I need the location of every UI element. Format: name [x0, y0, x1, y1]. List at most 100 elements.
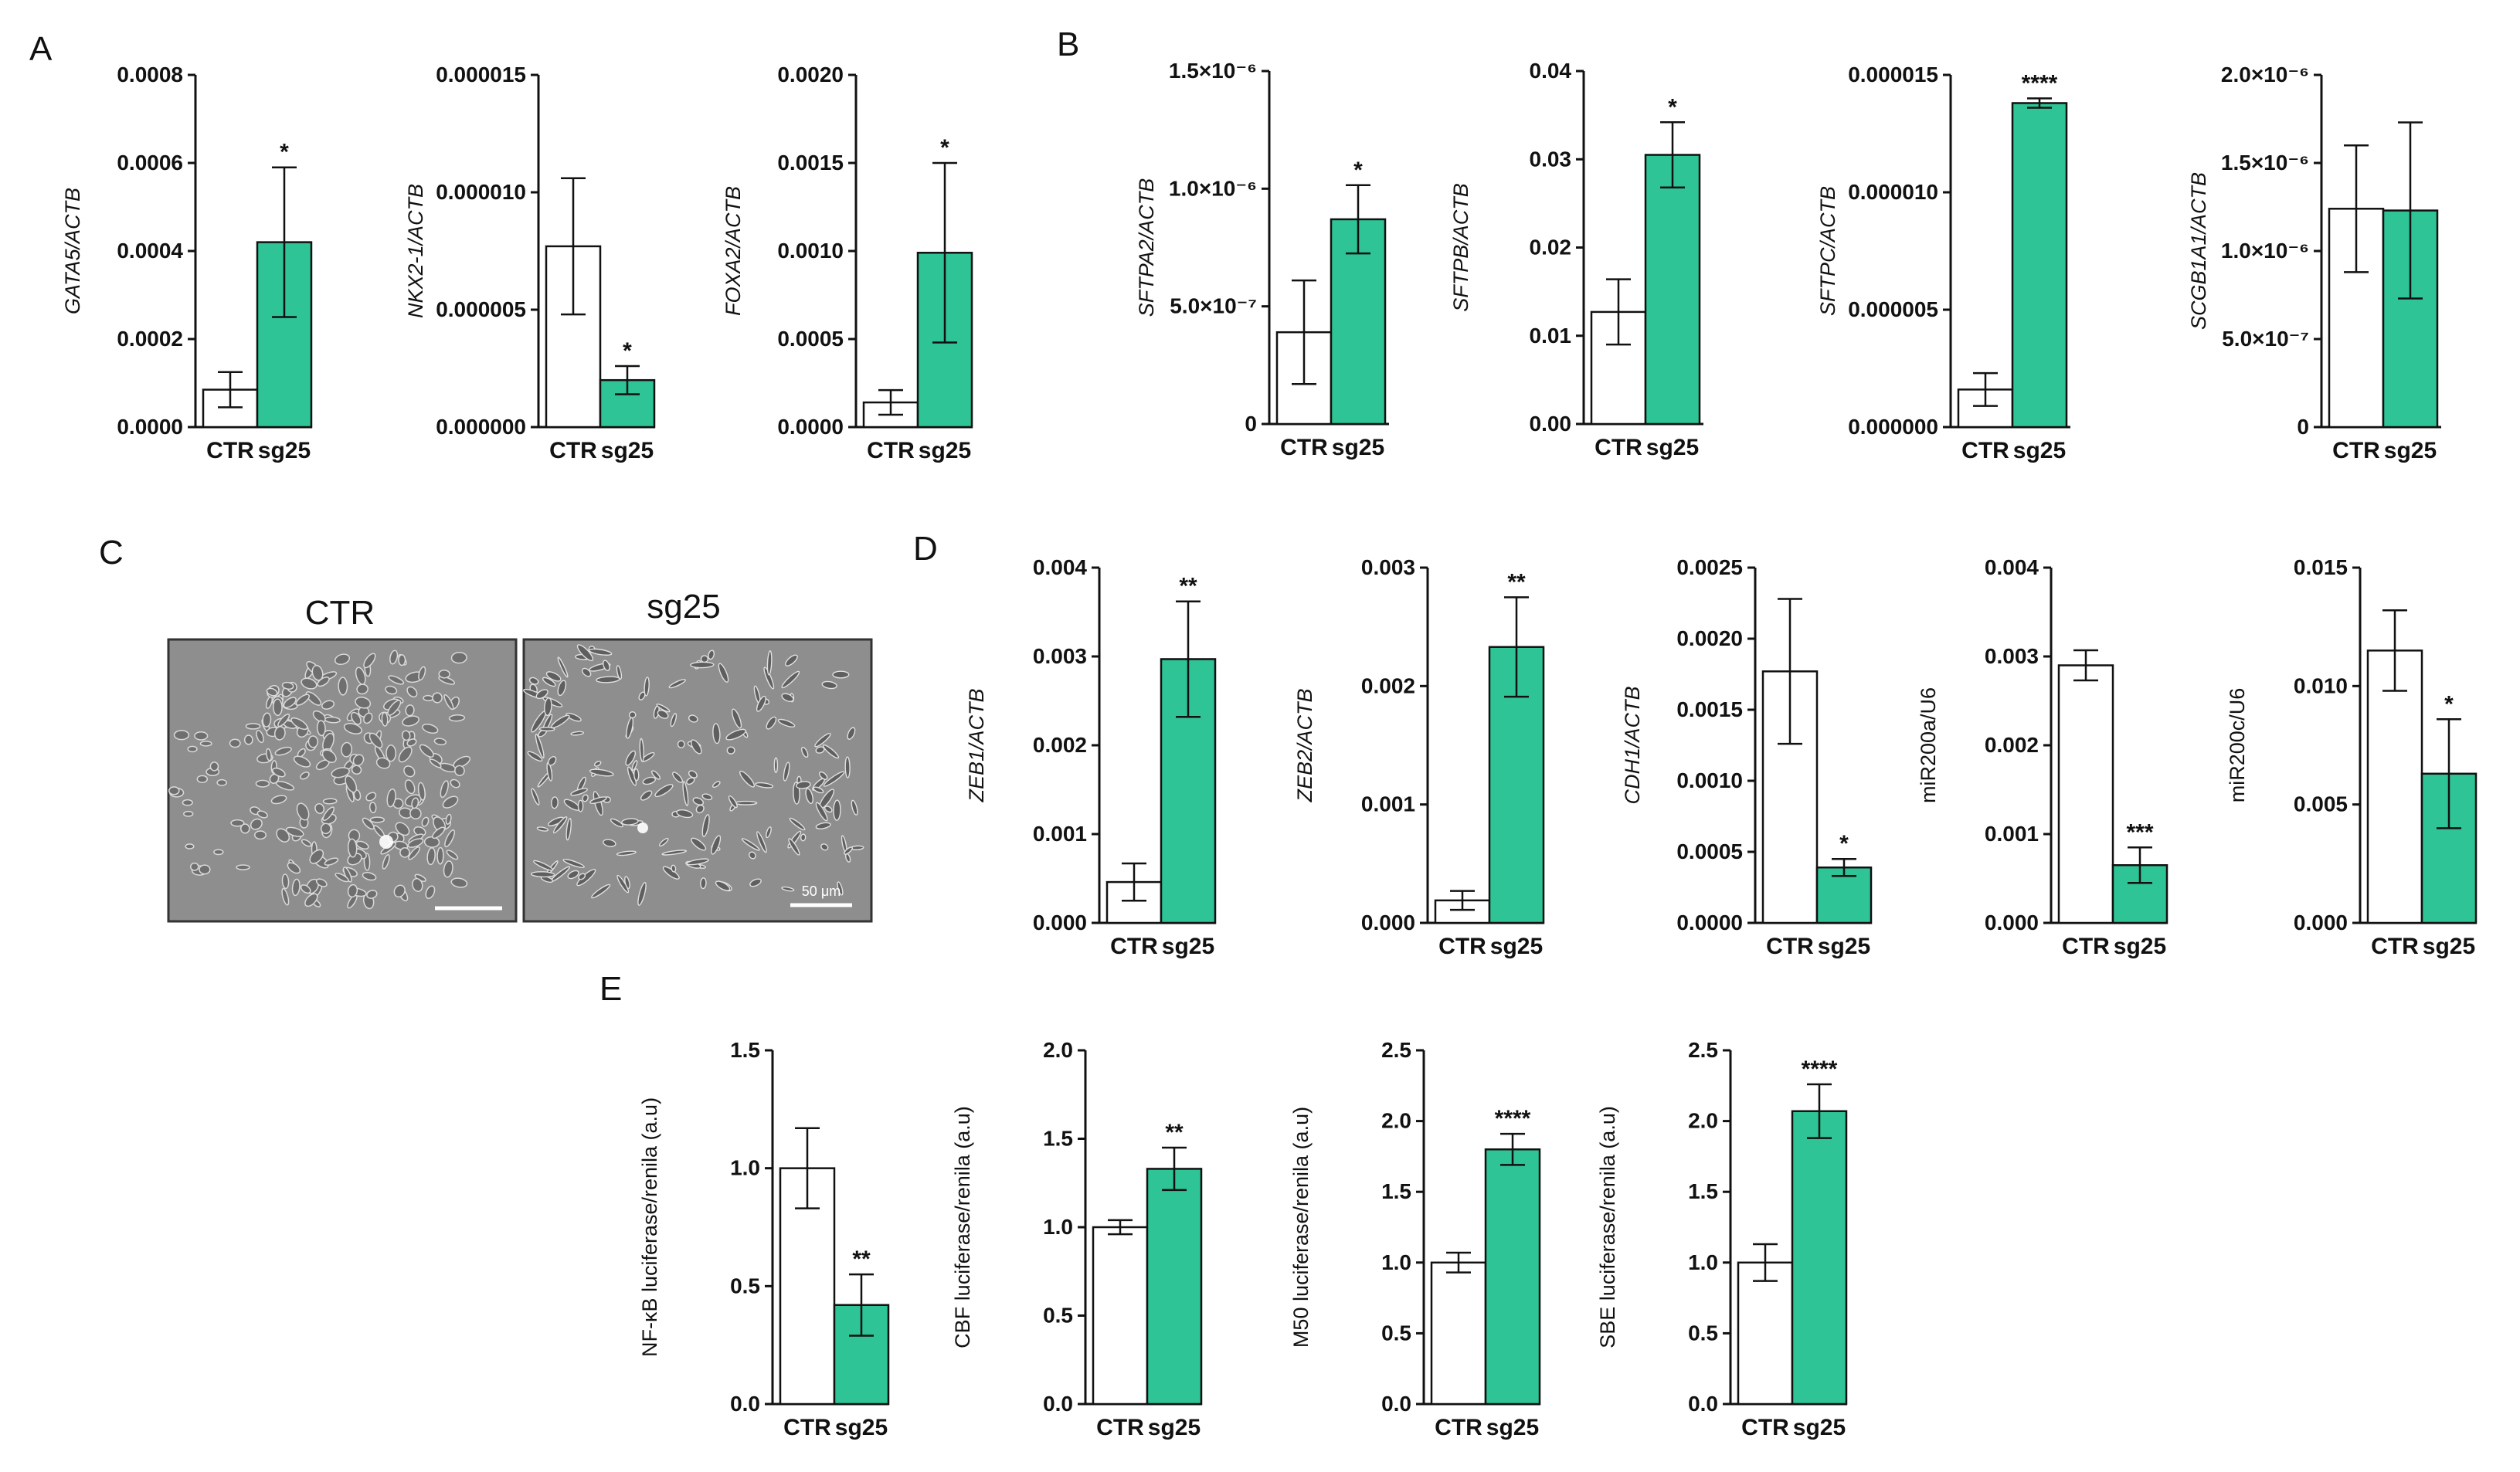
- micrograph-panel: CTR sg25 50 μm: [167, 588, 873, 923]
- y-tick-label: 0.000: [1033, 911, 1087, 934]
- y-tick-label: 2.0: [1381, 1109, 1411, 1133]
- y-tick-label: 0.0008: [117, 63, 183, 86]
- category-label: CTR: [1595, 435, 1642, 460]
- bar-sg25: [2011, 102, 2068, 429]
- cell: [285, 826, 304, 837]
- cell: [815, 746, 825, 754]
- y-tick-label: 0.010: [2294, 673, 2348, 697]
- cell: [671, 864, 677, 873]
- y-tick-label: 0.0006: [117, 151, 183, 175]
- y-tick-label: 0.000010: [1848, 180, 1938, 204]
- cell: [728, 795, 738, 809]
- cell: [314, 802, 325, 814]
- y-axis-title: SFTPB/ACTB: [1449, 183, 1472, 312]
- y-tick-label: 0.0002: [117, 327, 183, 351]
- y-tick-label: 2.5: [1688, 1038, 1718, 1062]
- y-tick-label: 0.0000: [777, 415, 844, 439]
- cell: [570, 731, 585, 736]
- cell: [256, 810, 268, 819]
- cell: [386, 788, 396, 808]
- cell: [443, 694, 454, 711]
- cell: [301, 677, 318, 690]
- cell: [837, 881, 844, 896]
- cell: [755, 782, 774, 789]
- cell: [824, 806, 833, 813]
- cell: [589, 768, 614, 777]
- cell: [454, 765, 465, 776]
- significance-marker: ***: [2126, 819, 2153, 845]
- cell: [190, 862, 199, 871]
- y-tick-label: 0.001: [1985, 822, 2039, 846]
- y-tick-label: 0.5: [1043, 1304, 1073, 1328]
- cell: [453, 755, 471, 768]
- category-label: sg25: [1793, 1415, 1846, 1440]
- cell: [450, 877, 468, 888]
- y-tick-label: 0.000005: [1848, 297, 1938, 321]
- bar-sg25: [1146, 1168, 1203, 1406]
- cell: [229, 738, 241, 748]
- cell: [731, 708, 742, 729]
- bar-sg25: [1484, 1148, 1541, 1406]
- cell: [393, 884, 406, 898]
- cell: [411, 797, 419, 809]
- cell: [295, 694, 310, 706]
- cell: [819, 771, 828, 780]
- y-tick-label: 0.0015: [777, 151, 844, 175]
- cell: [445, 813, 452, 825]
- cell: [406, 738, 417, 747]
- cell: [557, 656, 569, 678]
- significance-marker: **: [1507, 569, 1526, 595]
- cell: [283, 697, 297, 708]
- cell: [749, 851, 756, 860]
- cell: [593, 761, 602, 767]
- cell: [739, 770, 756, 788]
- y-tick-label: 0.004: [1985, 555, 2039, 579]
- category-label: sg25: [2423, 934, 2475, 959]
- y-axis-title: CBF luciferase/renila (a.u): [951, 1106, 974, 1348]
- cell: [362, 872, 377, 881]
- y-tick-label: 0.00: [1530, 412, 1572, 436]
- bright-cell: [637, 822, 648, 833]
- panel-letter-a: A: [29, 30, 53, 68]
- cell: [442, 795, 459, 809]
- y-tick-label: 0.001: [1033, 822, 1087, 846]
- cell: [287, 862, 301, 874]
- cell: [686, 858, 709, 866]
- cell: [363, 712, 373, 724]
- cell: [576, 644, 594, 662]
- cell: [347, 884, 358, 898]
- cell: [801, 746, 809, 758]
- cell: [582, 667, 592, 677]
- cell: [419, 744, 434, 758]
- cell: [690, 661, 715, 669]
- y-tick-label: 0: [1245, 412, 1257, 436]
- y-tick-label: 0.005: [2294, 792, 2348, 816]
- y-tick-label: 0.0004: [117, 239, 183, 263]
- cell: [708, 650, 715, 660]
- cell: [173, 730, 190, 741]
- cell: [815, 802, 828, 822]
- cell: [343, 723, 363, 734]
- cell: [851, 799, 858, 816]
- significance-marker: **: [852, 1246, 871, 1272]
- cell: [304, 893, 318, 907]
- cell: [542, 677, 556, 687]
- y-tick-label: 0.003: [1361, 555, 1415, 579]
- cell: [610, 818, 624, 828]
- y-tick-label: 0.0010: [777, 239, 844, 263]
- cell: [398, 746, 413, 763]
- cell: [421, 816, 430, 827]
- y-tick-label: 2.0: [1043, 1038, 1073, 1062]
- significance-marker: *: [940, 135, 949, 161]
- y-tick-label: 0.03: [1530, 147, 1572, 171]
- cell: [312, 710, 327, 723]
- cell: [254, 830, 267, 840]
- cell: [639, 738, 644, 762]
- bar-ctr: [1430, 1261, 1487, 1406]
- cell: [309, 849, 324, 864]
- y-tick-label: 0.015: [2294, 555, 2348, 579]
- category-label: sg25: [1162, 934, 1214, 959]
- cell: [182, 799, 193, 806]
- category-label: sg25: [1148, 1415, 1201, 1440]
- cell: [276, 781, 295, 791]
